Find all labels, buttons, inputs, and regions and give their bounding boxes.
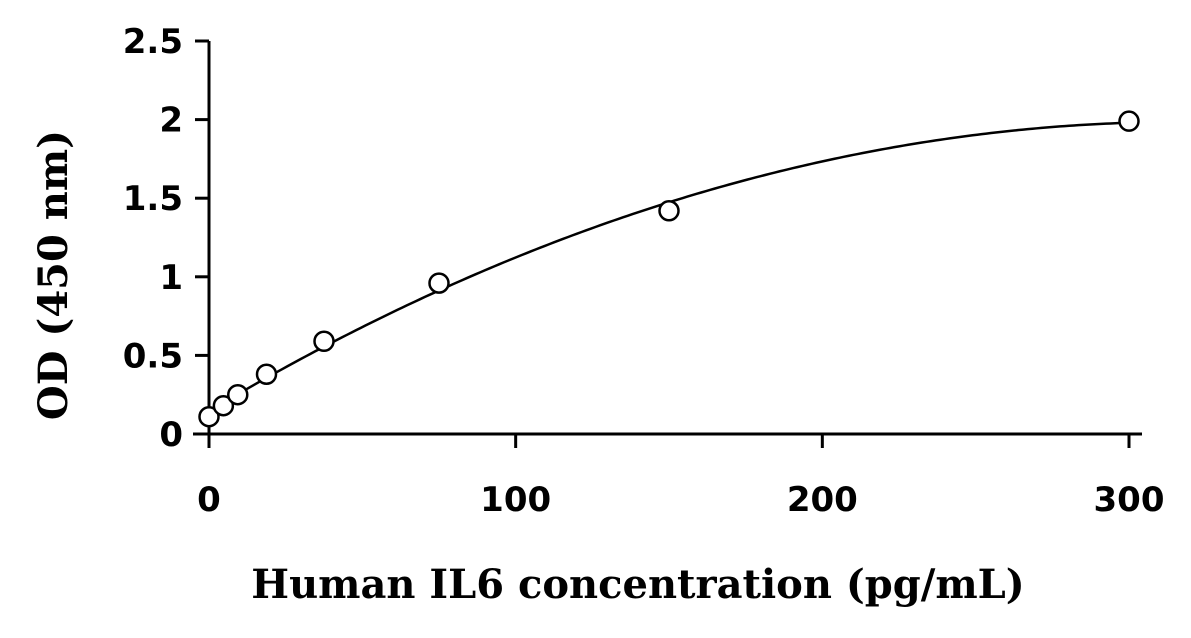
points-layer xyxy=(198,110,1140,428)
fitted-curve xyxy=(208,121,1130,413)
x-tick-label: 0 xyxy=(197,480,221,520)
y-tick-label: 2 xyxy=(159,101,183,141)
data-point xyxy=(428,272,450,294)
data-point xyxy=(255,363,278,386)
y-tick-label: 1 xyxy=(159,258,183,298)
data-point xyxy=(198,405,220,428)
y-tick-label: 1.5 xyxy=(123,179,183,219)
data-point xyxy=(1118,110,1140,132)
y-tick-label: 2.5 xyxy=(123,22,183,62)
data-point xyxy=(227,383,249,406)
y-tick-label: 0 xyxy=(159,415,183,455)
data-point xyxy=(658,200,680,222)
x-tick-label: 100 xyxy=(480,480,551,520)
labels-layer: Human IL6 concentration (pg/mL) OD (450 … xyxy=(30,130,1025,608)
x-tick-label: 200 xyxy=(787,480,858,520)
y-tick-label: 0.5 xyxy=(123,336,183,376)
data-point xyxy=(313,330,335,353)
curve-layer xyxy=(208,121,1130,413)
data-point xyxy=(212,394,235,417)
y-axis-title: OD (450 nm) xyxy=(30,130,77,420)
x-axis-title: Human IL6 concentration (pg/mL) xyxy=(251,561,1024,608)
axes-layer: 0 0.5 1 1.5 2 2.5 0 100 200 300 xyxy=(123,22,1165,520)
x-tick-label: 300 xyxy=(1094,480,1165,520)
